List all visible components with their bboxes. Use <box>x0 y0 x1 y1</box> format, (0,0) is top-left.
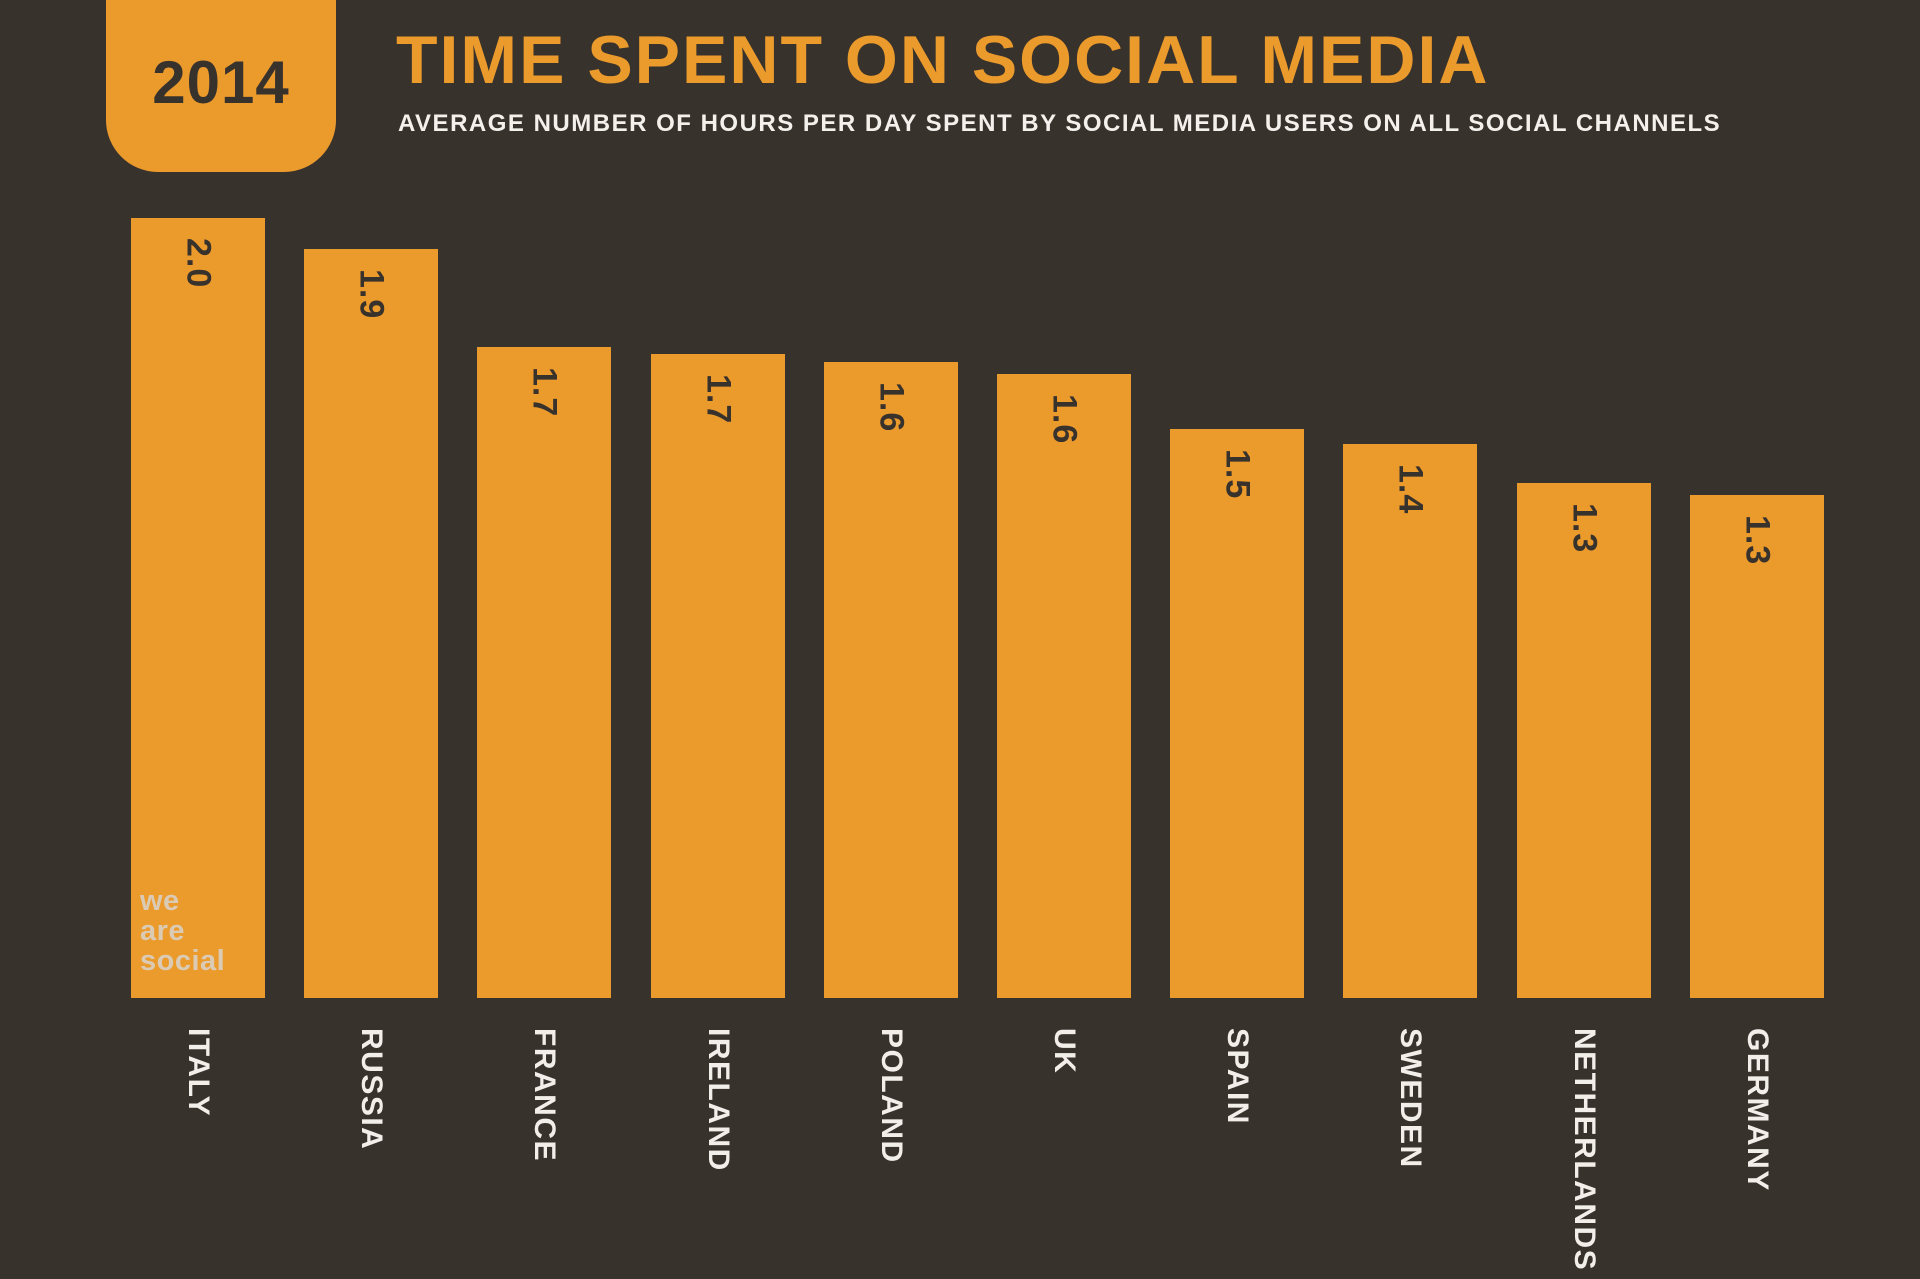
bar-italy: 2.0 <box>131 218 265 998</box>
bar-category-label: NETHERLANDS <box>1568 1028 1601 1272</box>
year-badge: 2014 <box>106 0 336 172</box>
bar-value-label: 1.6 <box>872 382 911 433</box>
bar-category-label: UK <box>1048 1028 1081 1075</box>
we-are-social-logo: we are social <box>140 886 225 976</box>
bar-category-label: IRELAND <box>702 1028 735 1172</box>
bar-russia: 1.9 <box>304 249 438 998</box>
bar-column-poland: 1.6 POLAND <box>824 0 958 1279</box>
bar-netherlands: 1.3 <box>1517 483 1651 998</box>
bar-column-russia: 1.9 RUSSIA <box>304 0 438 1279</box>
bar-column-uk: 1.6 UK <box>997 0 1131 1279</box>
bar-value-label: 2.0 <box>179 238 218 289</box>
bar-uk: 1.6 <box>997 374 1131 998</box>
bar-france: 1.7 <box>477 347 611 998</box>
bar-column-france: 1.7 FRANCE <box>477 0 611 1279</box>
bar-value-label: 1.6 <box>1045 394 1084 445</box>
bar-column-ireland: 1.7 IRELAND <box>651 0 785 1279</box>
bar-value-label: 1.3 <box>1565 503 1604 554</box>
bar-germany: 1.3 <box>1690 495 1824 998</box>
bar-value-label: 1.9 <box>352 269 391 320</box>
bar-category-label: FRANCE <box>528 1028 561 1162</box>
bar-value-label: 1.7 <box>699 374 738 425</box>
bar-column-italy: 2.0 ITALY <box>131 0 265 1279</box>
bar-ireland: 1.7 <box>651 354 785 998</box>
bar-column-spain: 1.5 SPAIN <box>1170 0 1304 1279</box>
bar-category-label: SPAIN <box>1221 1028 1254 1125</box>
logo-line-are: are <box>140 915 186 947</box>
logo-line-we: we <box>140 885 180 917</box>
year-badge-label: 2014 <box>152 48 290 116</box>
bar-spain: 1.5 <box>1170 429 1304 998</box>
bar-column-germany: 1.3 GERMANY <box>1690 0 1824 1279</box>
bar-column-sweden: 1.4 SWEDEN <box>1343 0 1477 1279</box>
bar-value-label: 1.4 <box>1391 464 1430 515</box>
bar-value-label: 1.3 <box>1738 515 1777 566</box>
chart-subtitle: AVERAGE NUMBER OF HOURS PER DAY SPENT BY… <box>398 110 1722 137</box>
bar-sweden: 1.4 <box>1343 444 1477 998</box>
bar-category-label: ITALY <box>182 1028 215 1118</box>
bar-value-label: 1.7 <box>525 367 564 418</box>
bar-category-label: GERMANY <box>1741 1028 1774 1192</box>
bar-category-label: RUSSIA <box>355 1028 388 1151</box>
bar-column-netherlands: 1.3 NETHERLANDS <box>1517 0 1651 1279</box>
chart-title: TIME SPENT ON SOCIAL MEDIA <box>396 22 1490 98</box>
bar-poland: 1.6 <box>824 362 958 998</box>
bar-category-label: SWEDEN <box>1394 1028 1427 1169</box>
bar-value-label: 1.5 <box>1218 449 1257 500</box>
bar-category-label: POLAND <box>875 1028 908 1164</box>
logo-line-social: social <box>140 945 226 977</box>
